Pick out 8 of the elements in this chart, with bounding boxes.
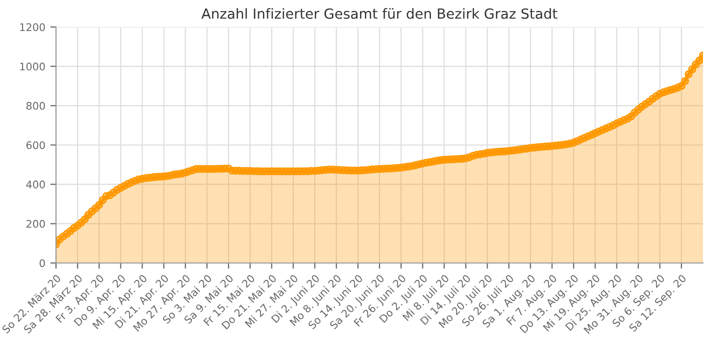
y-tick-label: 600 (26, 141, 45, 150)
chart-title: Anzahl Infizierter Gesamt für den Bezirk Graz Stadt (201, 8, 558, 19)
y-tick-label: 0 (40, 259, 45, 268)
y-tick-label: 1200 (20, 23, 45, 32)
y-tick-label: 200 (26, 220, 45, 228)
y-tick-label: 400 (26, 180, 45, 188)
y-tick-label: 800 (26, 102, 45, 110)
y-tick-label: 1000 (20, 62, 45, 70)
